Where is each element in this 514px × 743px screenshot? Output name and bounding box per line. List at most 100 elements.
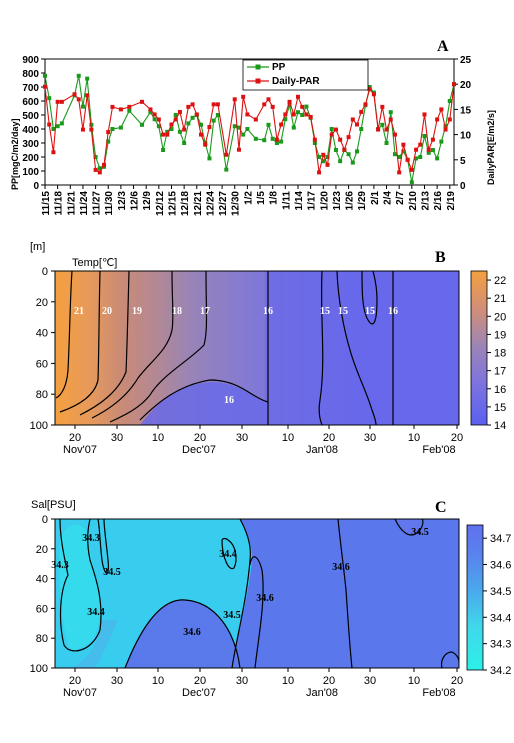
data-point-pp — [148, 110, 153, 115]
data-point-daily-par — [392, 132, 397, 137]
data-point-daily-par — [177, 109, 182, 114]
data-point-daily-par — [283, 112, 288, 117]
date-tick-label: 20 — [194, 432, 206, 444]
data-point-daily-par — [72, 92, 77, 97]
data-point-pp — [304, 104, 309, 109]
a-x-tick-label: 11/30 — [104, 191, 115, 216]
a-x-tick-label: 1/5 — [256, 191, 267, 205]
depth-tick-label: 80 — [36, 389, 48, 401]
data-point-daily-par — [439, 107, 444, 112]
sal-contour-34.4-island — [221, 537, 237, 570]
temp-contour-17 — [109, 270, 208, 423]
date-tick-label: 10 — [152, 432, 164, 444]
legend-par-label: Daily-PAR — [272, 76, 320, 87]
colorbar-tick-label: 17 — [494, 366, 506, 378]
a-left-tick-label: 600 — [22, 97, 39, 108]
data-point-daily-par — [308, 114, 313, 119]
data-point-pp — [401, 149, 406, 154]
a-x-tick-label: 11/15 — [41, 191, 52, 216]
sal-contour-label: 34.3 — [82, 533, 100, 544]
data-point-pp — [51, 127, 56, 131]
data-point-pp — [274, 141, 279, 145]
panel-a-axes: 0 100 200 300 400 500 600 700 800 900 0 5 10 15 20 25 11… — [22, 55, 471, 216]
data-point-daily-par — [279, 122, 284, 127]
data-point-pp — [241, 132, 246, 137]
a-x-tick-label: 2/7 — [395, 191, 406, 205]
a-x-tick-label: 1/14 — [294, 191, 305, 211]
data-point-pp — [300, 113, 305, 117]
month-label: Dec'07 — [182, 687, 216, 699]
month-label: Nov'07 — [63, 687, 97, 699]
data-point-daily-par — [55, 99, 60, 104]
data-point-pp — [182, 141, 187, 145]
data-point-daily-par — [106, 130, 111, 135]
data-point-daily-par — [333, 127, 338, 132]
data-point-pp — [435, 156, 440, 161]
a-x-tick-label: 11/27 — [92, 191, 103, 216]
data-point-daily-par — [173, 117, 178, 122]
data-point-daily-par — [388, 117, 393, 122]
month-label: Nov'07 — [63, 444, 97, 456]
data-point-pp — [224, 167, 229, 172]
data-point-pp — [447, 99, 452, 103]
depth-tick-label: 40 — [36, 574, 48, 586]
data-point-daily-par — [207, 125, 212, 130]
data-point-daily-par — [152, 112, 157, 117]
data-point-daily-par — [47, 122, 52, 127]
data-point-pp — [47, 96, 52, 101]
data-point-pp — [283, 117, 288, 122]
data-point-pp — [270, 136, 275, 141]
date-tick-label: 30 — [364, 432, 376, 444]
data-point-daily-par — [262, 102, 267, 107]
temp-contour-label: 18 — [172, 306, 182, 317]
data-point-pp — [262, 138, 267, 143]
data-point-pp — [76, 73, 81, 78]
date-tick-label: 20 — [69, 432, 81, 444]
temp-contour-16-east — [361, 270, 378, 325]
sal-contour-label: 34.6 — [183, 627, 201, 638]
sal-contour-34.5-east — [394, 518, 424, 536]
data-point-pp — [426, 150, 431, 155]
data-point-daily-par — [274, 137, 279, 142]
date-tick-label: 10 — [282, 675, 294, 687]
temp-contour-label: 16 — [224, 395, 234, 406]
depth-tick-label: 20 — [36, 297, 48, 309]
temp-contour-18 — [91, 270, 174, 419]
sal-contour-34.5-mid — [124, 599, 241, 669]
data-point-daily-par — [169, 122, 174, 127]
data-point-pp — [367, 85, 372, 89]
depth-tick-label: 40 — [36, 328, 48, 340]
data-point-daily-par — [397, 170, 402, 175]
date-tick-label: 30 — [364, 675, 376, 687]
panel-label-b: B — [435, 249, 446, 266]
temp-contour-label: 15 — [365, 306, 375, 317]
data-point-pp — [173, 113, 178, 117]
temp-contour-label: 21 — [74, 306, 84, 317]
temp-contour-20 — [59, 270, 101, 413]
data-point-daily-par — [253, 117, 258, 122]
data-point-pp — [266, 122, 271, 127]
panel-c-frame — [54, 518, 460, 669]
data-point-daily-par — [363, 102, 368, 107]
a-x-tick-label: 2/4 — [383, 191, 394, 205]
sal-contour-34.4 — [59, 518, 102, 652]
a-right-tick-label: 0 — [460, 181, 466, 192]
data-point-daily-par — [190, 102, 195, 107]
a-left-tick-label: 700 — [22, 83, 39, 94]
data-point-daily-par — [384, 127, 389, 132]
data-point-daily-par — [435, 117, 440, 122]
panel-a-left-axis-label: PP[mgC/m2/day] — [10, 118, 20, 190]
data-point-pp — [338, 159, 343, 164]
data-point-pp — [139, 122, 144, 127]
data-point-pp — [43, 73, 47, 78]
panel-c-variable-label: Sal[PSU] — [31, 499, 76, 511]
data-point-daily-par — [43, 84, 47, 89]
data-point-daily-par — [211, 102, 216, 107]
colorbar-tick-label: 20 — [494, 311, 506, 323]
data-point-pp — [165, 129, 170, 134]
data-point-pp — [346, 152, 351, 157]
data-point-pp — [430, 148, 435, 152]
legend-par-marker — [255, 78, 261, 84]
date-tick-label: 20 — [451, 675, 463, 687]
